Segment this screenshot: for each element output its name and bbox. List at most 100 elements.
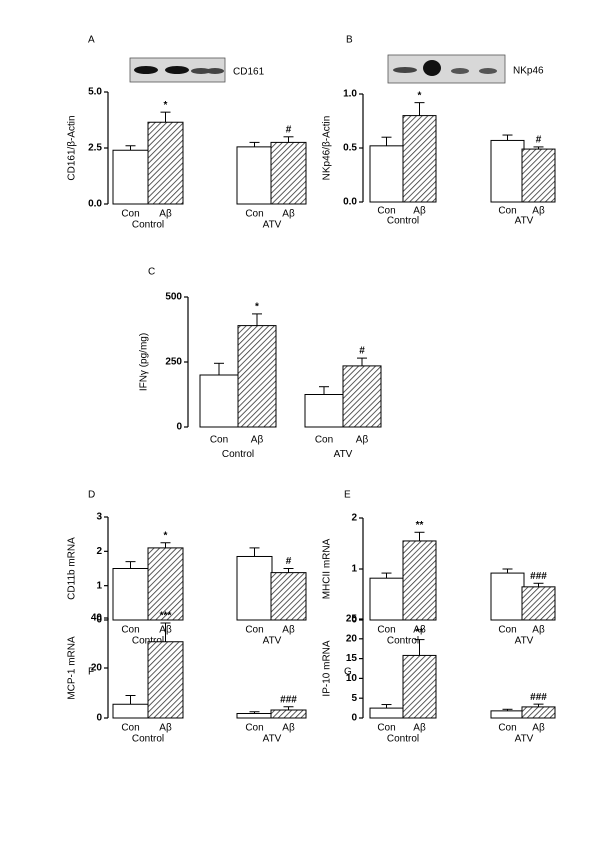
significance-mark: #: [359, 346, 365, 357]
bar: [147, 121, 184, 205]
bar: [237, 325, 277, 428]
group-label: ATV: [263, 734, 282, 745]
bar: [490, 572, 525, 621]
error-bar: [381, 572, 392, 579]
bar: [342, 365, 382, 428]
blot-band: [451, 68, 469, 74]
panel-letter: D: [88, 490, 95, 501]
significance-mark: #: [286, 124, 292, 135]
y-tick-label: 10: [346, 673, 358, 684]
x-tick-label: Aβ: [413, 206, 426, 217]
error-bar: [502, 134, 513, 141]
group-label: ATV: [515, 216, 534, 227]
bar: [521, 706, 556, 719]
y-tick-label: 0: [176, 422, 182, 433]
error-bar: [283, 568, 294, 573]
x-tick-label: Con: [245, 209, 263, 220]
x-tick-label: Aβ: [251, 435, 264, 446]
bar: [112, 703, 149, 719]
bar: [270, 709, 307, 719]
blot-band: [479, 68, 497, 74]
bar: [304, 394, 344, 428]
y-tick-label: 25: [346, 614, 358, 625]
y-tick-label: 1: [351, 564, 357, 575]
bar: [147, 641, 184, 719]
error-bar: [214, 362, 224, 375]
blot-label: CD161: [233, 67, 265, 78]
x-tick-label: Con: [121, 209, 139, 220]
error-bar: [125, 695, 136, 705]
bar: [521, 148, 556, 203]
bar: [236, 713, 273, 719]
group-label: Control: [132, 734, 164, 745]
blot-label: NKp46: [513, 66, 544, 77]
error-bar: [381, 136, 392, 146]
y-tick-label: 20: [346, 633, 358, 644]
y-axis-label: NKp46/β-Actin: [322, 116, 333, 181]
error-bar: [533, 582, 544, 587]
bar: [236, 555, 273, 621]
y-tick-label: 1.0: [343, 89, 357, 100]
significance-mark: ###: [530, 571, 547, 582]
error-bar: [125, 561, 136, 569]
blot-band: [191, 68, 211, 74]
x-tick-label: Con: [315, 435, 333, 446]
significance-mark: **: [416, 627, 424, 638]
y-tick-label: 20: [91, 663, 103, 674]
bar: [147, 547, 184, 621]
error-bar: [502, 568, 513, 574]
blot-band: [423, 60, 441, 76]
x-tick-label: Aβ: [282, 209, 295, 220]
y-tick-label: 5: [351, 693, 357, 704]
x-tick-label: Con: [377, 625, 395, 636]
bar: [369, 577, 404, 621]
y-tick-label: 500: [165, 292, 182, 303]
blot-band: [393, 67, 417, 73]
significance-mark: ###: [280, 694, 297, 705]
y-tick-label: 15: [346, 653, 358, 664]
y-axis-label: MHCII mRNA: [322, 538, 333, 599]
y-axis-label: CD11b mRNA: [67, 537, 78, 600]
y-tick-label: 2.5: [88, 143, 102, 154]
error-bar: [381, 704, 392, 709]
bar: [112, 149, 149, 205]
x-tick-label: Aβ: [356, 435, 369, 446]
bar: [199, 374, 239, 428]
significance-mark: *: [164, 530, 168, 541]
error-bar: [249, 711, 260, 714]
x-tick-label: Con: [121, 723, 139, 734]
panel-letter: G: [344, 667, 352, 678]
bar: [369, 707, 404, 719]
bar: [490, 139, 525, 203]
x-tick-label: Aβ: [532, 206, 545, 217]
error-bar: [533, 146, 544, 150]
y-tick-label: 0.0: [88, 199, 102, 210]
y-axis-label: IFNγ (pg/mg): [139, 333, 150, 391]
group-label: Control: [387, 216, 419, 227]
significance-mark: #: [536, 135, 542, 146]
x-tick-label: Con: [498, 723, 516, 734]
panel: C 0 250 500 IFNγ (pg/mg) Con * Aβ Con # Aβ Control A…: [139, 267, 382, 460]
y-tick-label: 0.0: [343, 197, 357, 208]
group-label: Control: [132, 220, 164, 231]
x-tick-label: Con: [377, 206, 395, 217]
error-bar: [414, 531, 425, 541]
error-bar: [502, 708, 513, 711]
panel-letter: F: [88, 667, 94, 678]
significance-mark: #: [286, 556, 292, 567]
panel-letter: C: [148, 267, 155, 278]
y-tick-label: 0: [351, 615, 357, 626]
error-bar: [252, 313, 262, 326]
group-label: ATV: [515, 734, 534, 745]
y-tick-label: 2: [96, 546, 102, 557]
bar: [402, 540, 437, 621]
x-tick-label: Aβ: [532, 625, 545, 636]
blot-band: [165, 66, 189, 74]
error-bar: [249, 547, 260, 557]
error-bar: [160, 542, 171, 548]
bar: [369, 145, 404, 203]
x-tick-label: Aβ: [413, 625, 426, 636]
